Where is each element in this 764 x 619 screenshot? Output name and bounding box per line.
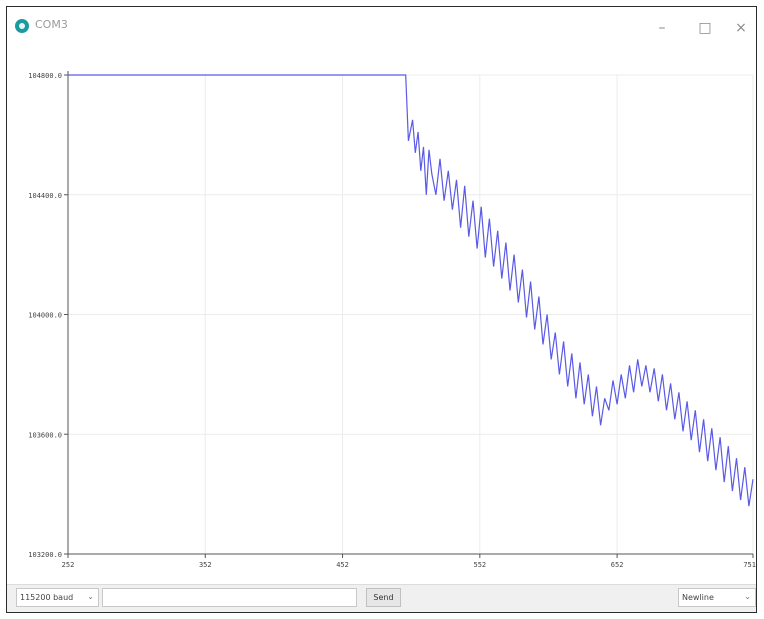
bottom-toolbar: 115200 baud ⌄ Send Newline ⌄ bbox=[7, 584, 756, 612]
line-ending-select[interactable]: Newline ⌄ bbox=[678, 588, 756, 607]
line-chart: 103200.0 103600.0 104000.0 104400.0 104800.0… bbox=[28, 71, 756, 569]
x-tick-label: 452 bbox=[336, 561, 349, 569]
baud-rate-select[interactable]: 115200 baud ⌄ bbox=[16, 588, 99, 607]
line-ending-value: Newline bbox=[682, 593, 714, 602]
chevron-down-icon: ⌄ bbox=[744, 592, 751, 601]
title-bar[interactable]: COM3 – □ × bbox=[7, 7, 756, 51]
y-tick-label: 104400.0 bbox=[28, 192, 62, 200]
message-input[interactable] bbox=[102, 588, 357, 607]
plot-area: 103200.0 103600.0 104000.0 104400.0 104800.0… bbox=[7, 51, 756, 597]
serial-plotter-window: COM3 – □ × 103200.0 103600.0 104000.0 10440… bbox=[6, 6, 757, 613]
x-tick-label: 552 bbox=[473, 561, 486, 569]
close-button[interactable]: × bbox=[735, 20, 747, 36]
x-tick-label: 352 bbox=[199, 561, 212, 569]
minimize-button[interactable]: – bbox=[658, 20, 666, 36]
window-title: COM3 bbox=[35, 18, 68, 31]
maximize-button[interactable]: □ bbox=[698, 20, 712, 36]
y-tick-label: 103600.0 bbox=[28, 431, 62, 439]
baud-rate-value: 115200 baud bbox=[20, 593, 74, 602]
x-tick-label: 751 bbox=[743, 561, 756, 569]
x-tick-label: 652 bbox=[611, 561, 624, 569]
y-tick-label: 104800.0 bbox=[28, 72, 62, 80]
y-tick-label: 104000.0 bbox=[28, 312, 62, 320]
series-line bbox=[68, 74, 754, 507]
y-tick-label: 103200.0 bbox=[28, 551, 62, 559]
send-button[interactable]: Send bbox=[366, 588, 401, 607]
chevron-down-icon: ⌄ bbox=[87, 592, 94, 601]
arduino-icon bbox=[15, 19, 29, 33]
x-tick-label: 252 bbox=[62, 561, 75, 569]
